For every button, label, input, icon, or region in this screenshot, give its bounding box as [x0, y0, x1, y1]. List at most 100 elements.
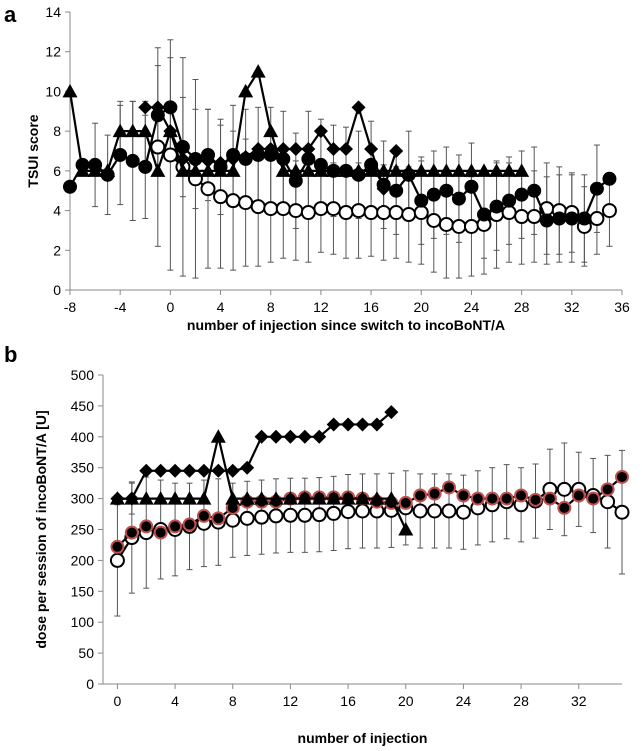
data-point — [557, 500, 572, 515]
data-point — [326, 491, 342, 505]
x-tick-label: 12 — [313, 299, 329, 315]
data-point — [225, 491, 241, 505]
data-point — [463, 163, 479, 177]
data-point — [571, 488, 586, 503]
data-point — [150, 139, 166, 155]
x-tick-label: 28 — [513, 693, 529, 709]
data-point — [109, 552, 125, 568]
data-point — [413, 163, 429, 177]
data-point — [254, 491, 270, 505]
data-point — [556, 481, 572, 497]
y-tick-label: 250 — [71, 522, 95, 538]
data-point — [363, 205, 379, 221]
data-point — [62, 83, 78, 98]
data-point — [125, 153, 140, 168]
data-point — [251, 142, 266, 157]
series-triangle — [62, 64, 530, 177]
y-tick-label: 2 — [53, 242, 61, 258]
y-tick-label: 10 — [45, 83, 61, 99]
data-point — [542, 491, 557, 506]
x-tick-label: 24 — [464, 299, 480, 315]
x-tick-label: 36 — [614, 299, 630, 315]
x-tick-label: 32 — [564, 299, 580, 315]
data-point — [282, 507, 298, 523]
data-point — [288, 142, 303, 157]
data-point — [182, 463, 197, 478]
data-point — [297, 507, 313, 523]
data-point — [470, 491, 485, 506]
data-point — [113, 147, 128, 162]
data-point — [384, 405, 399, 420]
data-point — [401, 163, 417, 177]
y-tick-label: 100 — [71, 614, 95, 630]
data-point — [502, 193, 517, 208]
data-point — [275, 163, 291, 177]
data-point — [263, 201, 279, 217]
x-tick-label: -4 — [114, 299, 127, 315]
data-point — [268, 508, 284, 524]
data-point — [389, 183, 404, 198]
data-point — [211, 511, 226, 526]
x-tick-label: 8 — [229, 693, 237, 709]
x-tick-label: 0 — [114, 693, 122, 709]
data-point — [438, 216, 454, 232]
data-point — [238, 195, 254, 211]
data-point — [363, 163, 379, 177]
data-point — [124, 491, 140, 505]
data-point — [441, 503, 457, 519]
data-point — [313, 201, 329, 217]
data-point — [476, 163, 492, 177]
x-tick-label: 12 — [283, 693, 299, 709]
data-point — [150, 100, 165, 115]
data-point — [213, 189, 229, 205]
data-point — [351, 100, 366, 115]
data-point — [211, 463, 226, 478]
series-diamond — [110, 405, 399, 506]
data-point — [325, 163, 341, 177]
data-point — [326, 505, 342, 521]
x-tick-label: 28 — [514, 299, 530, 315]
y-tick-label: 4 — [53, 203, 61, 219]
data-point — [87, 163, 103, 177]
data-point — [338, 205, 354, 221]
data-point — [137, 123, 153, 138]
x-tick-label: 24 — [456, 693, 472, 709]
data-point — [254, 429, 269, 444]
data-point — [527, 183, 542, 198]
data-point — [398, 522, 414, 536]
data-point — [439, 183, 454, 198]
data-point — [485, 491, 500, 506]
x-tick-label: 16 — [340, 693, 356, 709]
data-point — [250, 199, 266, 215]
data-point — [552, 211, 567, 226]
data-point — [153, 491, 169, 505]
data-point — [312, 429, 327, 444]
data-point — [514, 488, 529, 503]
data-point — [139, 519, 154, 534]
data-point — [239, 510, 255, 526]
data-point — [138, 100, 153, 115]
data-point — [187, 163, 203, 177]
data-point — [438, 163, 454, 177]
data-point — [301, 142, 316, 157]
x-axis-title: number of injection — [298, 730, 428, 746]
y-tick-label: 400 — [71, 429, 95, 445]
data-point — [288, 163, 304, 177]
data-point — [188, 153, 203, 168]
data-point — [426, 187, 441, 202]
data-point — [338, 163, 354, 177]
data-point — [238, 83, 254, 98]
data-point — [455, 504, 471, 520]
data-point — [376, 205, 392, 221]
data-point — [426, 163, 442, 177]
y-tick-label: 6 — [53, 163, 61, 179]
data-point — [125, 123, 141, 138]
data-point — [254, 509, 270, 525]
data-point — [351, 203, 367, 219]
x-tick-label: 20 — [413, 299, 429, 315]
data-point — [282, 491, 298, 505]
data-point — [297, 429, 312, 444]
data-point — [414, 193, 429, 208]
data-point — [615, 469, 629, 484]
